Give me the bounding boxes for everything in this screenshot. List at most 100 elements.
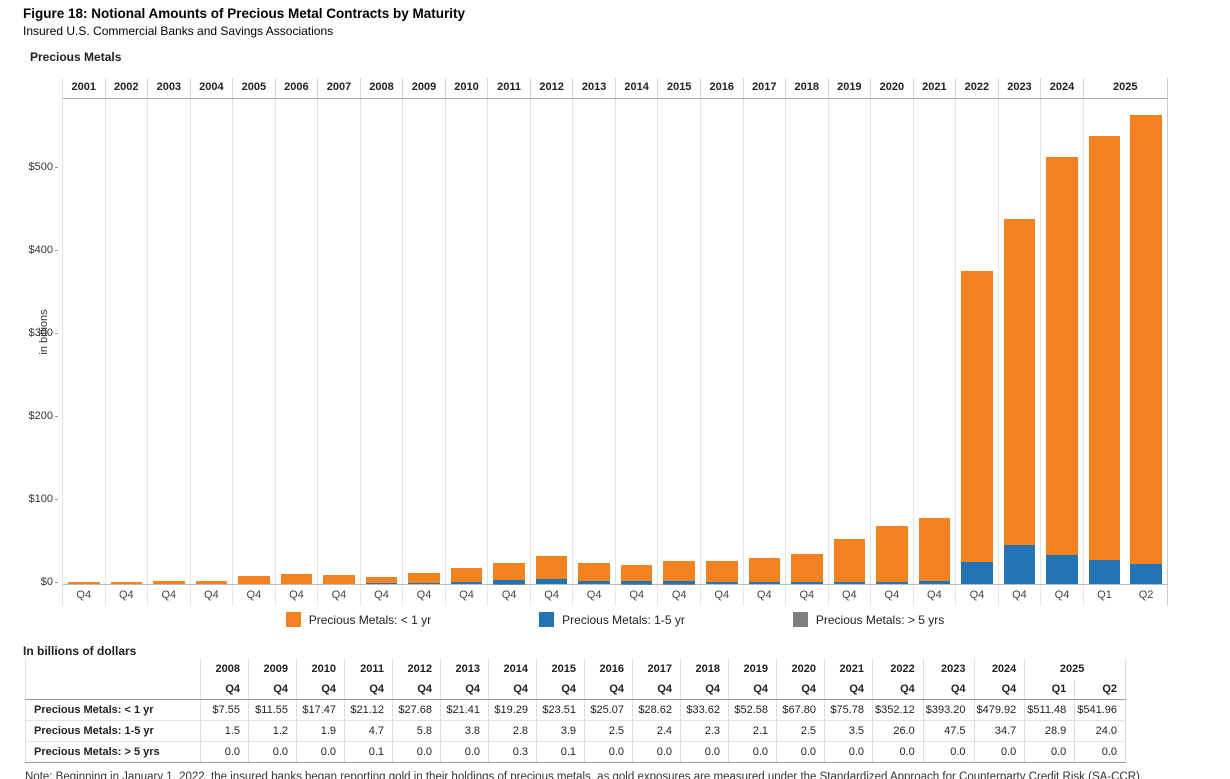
table-cell-value: $7.55 [200,699,249,721]
table-cell-value: 0.0 [973,741,1025,763]
quarter-column-2002: Q4 [104,585,148,606]
table-cell-value: 4.7 [344,720,393,742]
legend-item-0: Precious Metals: < 1 yr [285,612,431,627]
plot-area [63,99,1167,584]
table-cell-value: 2.5 [584,720,633,742]
table-corner-blank [25,679,201,700]
table-cell-value: 3.9 [536,720,585,742]
year-label-2011: 2011 [487,78,530,98]
bar-segment-1to5yr [493,580,525,584]
table-cell-value: 0.1 [536,741,585,763]
table-cell-value: 0.0 [296,741,345,763]
table-cell-value: 2.1 [728,720,777,742]
table-cell-value: 0.0 [680,741,729,763]
quarter-column-2001: Q4 [63,585,105,606]
quarter-column-2016: Q4 [699,585,743,606]
table-quarter-header: Q4 [632,679,681,700]
plot-column-2002 [104,99,148,584]
quarter-column-2015: Q4 [657,585,700,606]
table-quarter-header: Q4 [776,679,825,700]
table-cell-value: $33.62 [680,699,729,721]
bar-segment-lt1yr [918,518,951,582]
bar-2014-q4 [620,565,653,584]
table-cell-value: 0.0 [632,741,681,763]
bar-slot [1084,99,1126,584]
table-year-header-2022: 2022 [872,659,924,679]
year-label-2006: 2006 [274,78,318,98]
year-label-2005: 2005 [232,78,275,98]
footnote: Note: Beginning in January 1, 2022, the … [25,771,1144,779]
bar-2009-q4 [408,573,440,584]
bar-slot [106,99,148,584]
quarter-column-2019: Q4 [827,585,871,606]
table-year-header-2017: 2017 [632,659,681,679]
plot-column-2021 [912,99,956,584]
table-cell-value: $28.62 [632,699,681,721]
bar-segment-lt1yr [1046,157,1078,556]
plot-column-2008 [359,99,403,584]
table-cell-value: 0.0 [776,741,825,763]
table-year-header-2010: 2010 [296,659,345,679]
bar-slot [318,99,360,584]
table-quarter-header: Q4 [728,679,777,700]
plot-column-2022 [955,99,998,584]
year-label-2015: 2015 [657,78,700,98]
bar-segment-1to5yr [1130,564,1162,584]
table-cell-value: $479.92 [973,699,1025,721]
table-row-label: Precious Metals: < 1 yr [25,699,201,721]
y-tick-mark [55,167,58,169]
bar-2006-q4 [280,574,313,584]
year-label-2008: 2008 [359,78,403,98]
quarter-label: Q4 [586,589,602,601]
table-cell-value: 0.0 [922,741,975,763]
table-cell-value: 28.9 [1024,720,1075,742]
bar-slot [1041,99,1083,584]
bar-segment-lt1yr [876,525,908,582]
quarter-column-2022: Q4 [955,585,998,606]
page-subtitle: Insured U.S. Commercial Banks and Saving… [23,24,334,38]
table-year-header-2016: 2016 [584,659,633,679]
quarter-column-2004: Q4 [189,585,233,606]
quarter-column-2018: Q4 [785,585,828,606]
table-cell-value: $52.58 [728,699,777,721]
bar-2011-q4 [493,562,525,584]
table-year-header-2025: 2025 [1024,659,1126,679]
bar-segment-1to5yr [876,581,908,584]
bar-slot [914,99,956,584]
legend-swatch-icon [285,612,301,627]
table-cell-value: 0.0 [728,741,777,763]
table-cell-value: 0.0 [1074,741,1126,763]
y-tick-mark [55,581,58,583]
table-cell-value: $23.51 [536,699,585,721]
table-cell-value: $393.20 [922,699,975,721]
table-cell-value: $21.12 [344,699,393,721]
table-quarter-header: Q4 [248,679,297,700]
y-tick-mark [55,498,58,500]
plot-column-2010 [444,99,488,584]
quarter-label: Q4 [459,589,474,601]
bar-segment-lt1yr [535,556,568,580]
year-label-2007: 2007 [317,78,360,98]
table-cell-value: $27.68 [392,699,441,721]
table-cell-value: 1.2 [248,720,297,742]
bar-2019-q4 [833,538,866,584]
bar-2015-q4 [663,561,695,584]
quarter-label: Q4 [927,589,942,601]
table-year-header-2013: 2013 [440,659,489,679]
bar-segment-1to5yr [961,562,993,584]
bar-2007-q4 [323,574,355,584]
table-cell-value: 0.0 [872,741,924,763]
table-year-header-2011: 2011 [344,659,393,679]
quarter-column-2013: Q4 [572,585,615,606]
legend-label: Precious Metals: > 5 yrs [815,612,945,627]
bar-slot [658,99,700,584]
plot-column-2004 [189,99,233,584]
table-cell-value: $19.29 [488,699,537,721]
year-label-2018: 2018 [785,78,828,98]
bar-slot [999,99,1041,584]
bar-segment-lt1yr [833,538,866,583]
table-cell-value: 47.5 [922,720,975,742]
table-year-header-2018: 2018 [680,659,729,679]
table-cell-value: 0.1 [344,741,393,763]
